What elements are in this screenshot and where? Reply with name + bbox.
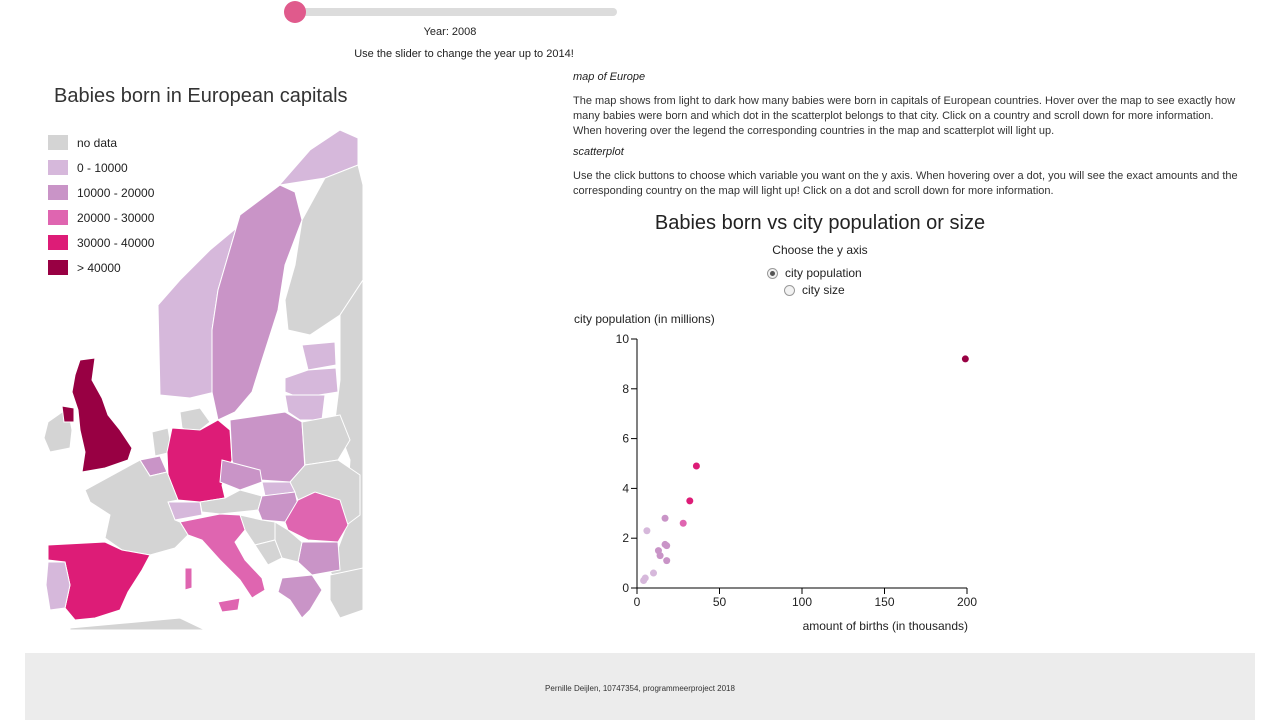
radio-button[interactable] [767,267,778,279]
scatter-point[interactable] [640,577,648,585]
map-country-sardinia[interactable] [184,567,193,591]
map-title: Babies born in European capitals [54,85,348,107]
y-tick-label: 8 [622,382,629,396]
scatter-description-text: Use the click buttons to choose which va… [573,170,1238,197]
radio-option-city-population[interactable]: city population [767,266,862,280]
y-tick-label: 2 [622,531,629,545]
scatter-point[interactable] [663,542,671,550]
radio-label: city population [785,266,862,280]
legend-swatch [48,135,68,150]
map-country-latvia[interactable] [284,367,339,399]
map-country-italy[interactable] [179,513,266,599]
legend-label: > 40000 [77,260,121,275]
slider-hint: Use the slider to change the year up to … [354,48,574,60]
x-tick-label: 200 [957,595,977,609]
scatter-point[interactable] [961,355,969,363]
legend-item-over-40000[interactable]: > 40000 [48,255,154,280]
legend-label: no data [77,135,118,150]
map-region-north-africa [69,617,206,630]
scatter-point[interactable] [679,519,687,527]
y-axis-choice-label: Choose the y axis [772,243,868,257]
legend-label: 10000 - 20000 [77,185,155,200]
map-country-sweden[interactable] [211,184,303,421]
map-description-heading: map of Europe [573,71,646,83]
scatterplot: city population (in millions) amount of … [574,312,978,633]
scatter-description-heading: scatterplot [573,146,624,158]
map-country-bulgaria[interactable] [297,541,341,576]
footer: Pernille Deijlen, 10747354, programmeerp… [25,653,1255,720]
y-axis-label: city population (in millions) [574,312,715,326]
legend-item-0-10000[interactable]: 0 - 10000 [48,155,154,180]
x-axis-label: amount of births (in thousands) [803,619,968,633]
x-tick-label: 100 [792,595,812,609]
map-country-czech-republic[interactable] [219,459,263,491]
europe-map[interactable] [40,130,365,630]
radio-label: city size [802,283,845,297]
scatter-point[interactable] [686,497,694,505]
legend-item-10000-20000[interactable]: 10000 - 20000 [48,180,154,205]
map-country-france[interactable] [84,459,189,556]
map-country-germany[interactable] [166,419,233,503]
chart-points [640,355,969,585]
x-tick-label: 50 [713,595,727,609]
map-country-estonia[interactable] [301,341,337,371]
map-description-text: The map shows from light to dark how man… [573,95,1236,137]
scatter-point[interactable] [650,569,657,577]
legend-swatch [48,210,68,225]
y-tick-label: 4 [622,481,629,495]
scatter-point[interactable] [656,552,664,560]
map-country-portugal[interactable] [45,561,71,611]
year-slider-thumb[interactable] [284,1,306,23]
y-tick-label: 10 [616,332,630,346]
chart-axes: 0 50 100 150 200 0 2 4 6 8 10 [616,332,978,609]
legend-item-no-data[interactable]: no data [48,130,154,155]
legend-swatch [48,260,68,275]
legend-swatch [48,235,68,250]
map-country-belarus[interactable] [301,414,351,466]
scatter-point[interactable] [661,514,669,522]
legend-label: 20000 - 30000 [77,210,155,225]
footer-text: Pernille Deijlen, 10747354, programmeerp… [545,684,735,693]
year-slider-track[interactable] [295,8,617,16]
radio-option-city-size[interactable]: city size [784,283,845,297]
map-legend: no data 0 - 10000 10000 - 20000 20000 - … [48,130,154,280]
map-country-denmark[interactable] [179,407,211,435]
map-country-greece[interactable] [277,574,323,619]
x-tick-label: 150 [874,595,894,609]
scatter-point[interactable] [663,557,671,565]
map-country-northern-ireland[interactable] [61,405,75,423]
legend-item-20000-30000[interactable]: 20000 - 30000 [48,205,154,230]
x-tick-label: 0 [634,595,641,609]
legend-swatch [48,160,68,175]
scatter-point[interactable] [643,527,651,535]
radio-button[interactable] [784,284,795,296]
y-tick-label: 6 [622,432,629,446]
y-tick-label: 0 [622,581,629,595]
legend-item-30000-40000[interactable]: 30000 - 40000 [48,230,154,255]
legend-label: 30000 - 40000 [77,235,155,250]
map-country-uk[interactable] [71,357,133,473]
map-country-turkey[interactable] [329,567,364,619]
legend-swatch [48,185,68,200]
scatter-point[interactable] [692,462,700,470]
scatter-title: Babies born vs city population or size [654,212,986,234]
map-country-sicily[interactable] [217,597,241,613]
map-country-bosnia[interactable] [254,539,283,566]
year-label: Year: 2008 [423,26,477,38]
legend-label: 0 - 10000 [77,160,128,175]
